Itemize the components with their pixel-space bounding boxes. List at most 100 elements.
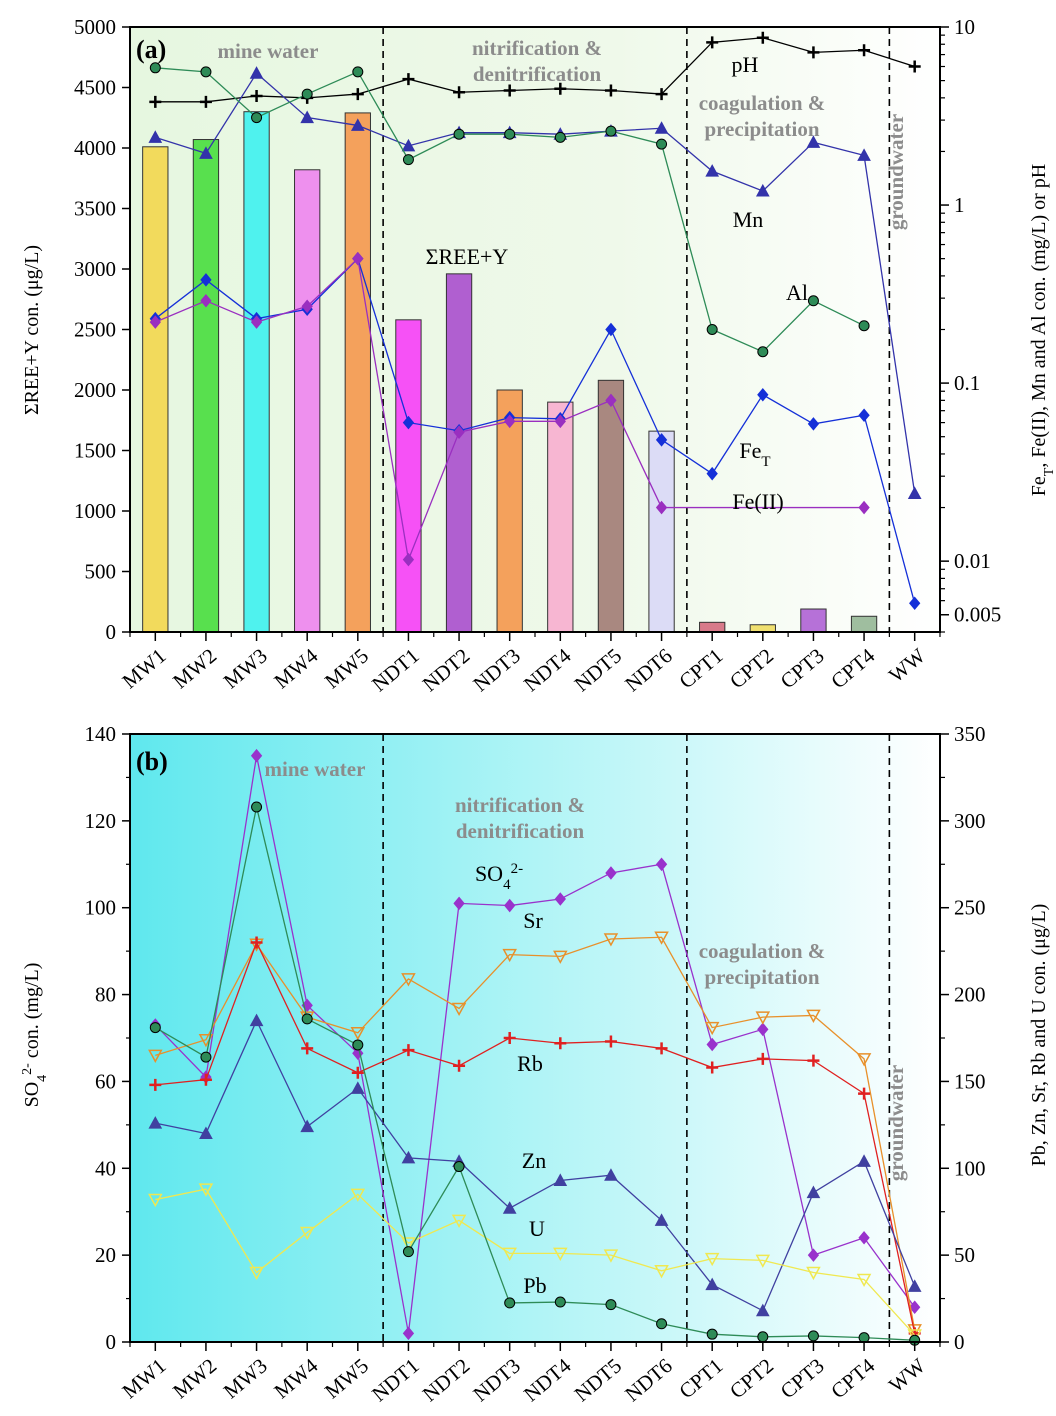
point-mn bbox=[857, 148, 871, 161]
point-rb bbox=[301, 1042, 314, 1055]
y-axis-title-b: SO42- con. (mg/L) bbox=[20, 963, 50, 1108]
series-label-fe-ii: Fe(II) bbox=[732, 489, 783, 514]
series-line-ph bbox=[155, 37, 915, 103]
x-tick-label-mw2: MW2 bbox=[168, 643, 221, 693]
point-ph bbox=[655, 88, 668, 101]
bar-cpt3 bbox=[800, 608, 827, 633]
x-tick-label-ndt6: NDT6 bbox=[620, 643, 677, 696]
point-rb bbox=[706, 1061, 719, 1074]
x-tick-label-cpt1: CPT1 bbox=[674, 643, 727, 693]
series-label-u: U bbox=[529, 1216, 545, 1241]
point-u bbox=[907, 1329, 922, 1343]
y-tick-label: 0 bbox=[106, 620, 117, 644]
point-ph bbox=[453, 86, 466, 99]
x-tick-label-ndt3: NDT3 bbox=[468, 1353, 525, 1406]
point-fe-ii bbox=[453, 425, 465, 439]
region-label-nitrification-line: denitrification bbox=[456, 819, 585, 843]
x-axis-a: MW1MW2MW3MW4MW5NDT1NDT2NDT3NDT4NDT5NDT6C… bbox=[118, 632, 941, 696]
point-rb bbox=[807, 1054, 820, 1067]
point-so42 bbox=[554, 892, 566, 906]
series-label-rb: Rb bbox=[517, 1051, 543, 1076]
point-sr bbox=[704, 1021, 720, 1036]
point-mn bbox=[300, 110, 315, 124]
bar-mw2 bbox=[192, 139, 220, 633]
y-tick-label: 120 bbox=[85, 809, 117, 833]
point-mn bbox=[654, 121, 669, 134]
series-line-rb bbox=[155, 940, 916, 1334]
x-tick-label-ndt6: NDT6 bbox=[620, 1353, 677, 1406]
point-pb bbox=[757, 1331, 769, 1343]
point-ph bbox=[908, 60, 921, 73]
series-label-ph: pH bbox=[732, 52, 759, 77]
point-al bbox=[352, 66, 364, 78]
point-ph bbox=[250, 89, 263, 102]
point-so42 bbox=[655, 857, 668, 872]
point-fe-ii bbox=[655, 500, 668, 515]
point-mn bbox=[249, 66, 264, 79]
point-fe-ii bbox=[605, 393, 617, 408]
point-ph bbox=[756, 31, 769, 44]
region-label-coagulation-line: coagulation & bbox=[699, 91, 826, 115]
point-al bbox=[757, 346, 769, 358]
x-tick-label-ndt2: NDT2 bbox=[418, 643, 475, 696]
point-fet bbox=[200, 273, 212, 287]
x-tick-label-mw5: MW5 bbox=[320, 643, 373, 693]
point-so42 bbox=[504, 898, 516, 913]
point-fet bbox=[858, 408, 870, 423]
y2-tick-label: 0.005 bbox=[954, 603, 1001, 627]
point-fe-ii bbox=[250, 315, 263, 329]
point-so42 bbox=[352, 1046, 364, 1060]
region-label-mine-water-line: mine water bbox=[218, 39, 319, 63]
point-al bbox=[858, 320, 870, 332]
bar-mw1 bbox=[142, 146, 169, 633]
point-rb bbox=[453, 1059, 466, 1072]
x-tick-label-cpt4: CPT4 bbox=[826, 643, 879, 693]
point-zn bbox=[755, 1303, 770, 1317]
point-u bbox=[755, 1254, 771, 1268]
series-lines-b bbox=[148, 748, 922, 1346]
point-zn bbox=[907, 1279, 922, 1292]
y2-tick-label: 0.01 bbox=[954, 549, 991, 573]
y-tick-label: 4000 bbox=[74, 136, 116, 160]
region-label-nitrification-line: nitrification & bbox=[455, 793, 585, 817]
x-tick-label-mw4: MW4 bbox=[269, 643, 322, 693]
bar-cpt4 bbox=[850, 615, 878, 633]
chart-a: mine water nitrification &denitrification… bbox=[21, 15, 1056, 696]
series-line-so42 bbox=[154, 755, 916, 1334]
series-label-sr: Sr bbox=[523, 908, 543, 933]
point-mn bbox=[755, 183, 770, 197]
point-pb bbox=[453, 1161, 465, 1173]
point-pb bbox=[605, 1299, 617, 1311]
point-pb bbox=[301, 1013, 313, 1025]
point-zn bbox=[806, 1185, 821, 1199]
x-tick-label-mw3: MW3 bbox=[219, 1353, 272, 1403]
series-line-mn bbox=[155, 72, 916, 494]
point-ph bbox=[858, 44, 871, 57]
point-fet bbox=[757, 387, 769, 402]
bars-label-a: ΣREE+Y bbox=[426, 244, 509, 269]
x-tick-label-ndt4: NDT4 bbox=[519, 643, 576, 696]
point-pb bbox=[402, 1246, 414, 1258]
y-axis-title-a: ΣREE+Y con. (μg/L) bbox=[21, 245, 43, 415]
point-so42 bbox=[706, 1037, 718, 1052]
point-u bbox=[502, 1247, 517, 1261]
point-al bbox=[605, 125, 617, 137]
region-label-nitrification-line: denitrification bbox=[473, 62, 602, 86]
point-u bbox=[249, 1266, 264, 1281]
point-u bbox=[704, 1252, 720, 1267]
y2-tick-label: 0.1 bbox=[954, 371, 980, 395]
y2-tick-label: 0 bbox=[954, 1330, 965, 1354]
point-sr bbox=[603, 933, 619, 947]
point-fet bbox=[807, 417, 820, 431]
y-axis-b: 0 20 40 60 80 100 120 140 bbox=[85, 722, 130, 1354]
y2-tick-label: 150 bbox=[954, 1069, 986, 1093]
point-mn bbox=[705, 164, 720, 177]
point-so42 bbox=[402, 1326, 415, 1341]
x-tick-label-ndt1: NDT1 bbox=[367, 1353, 424, 1406]
point-rb bbox=[199, 1073, 212, 1086]
point-u bbox=[148, 1193, 163, 1208]
series-line-sr bbox=[155, 936, 916, 1330]
panel-label-a: (a) bbox=[136, 35, 166, 64]
bar-ndt6 bbox=[648, 430, 675, 633]
